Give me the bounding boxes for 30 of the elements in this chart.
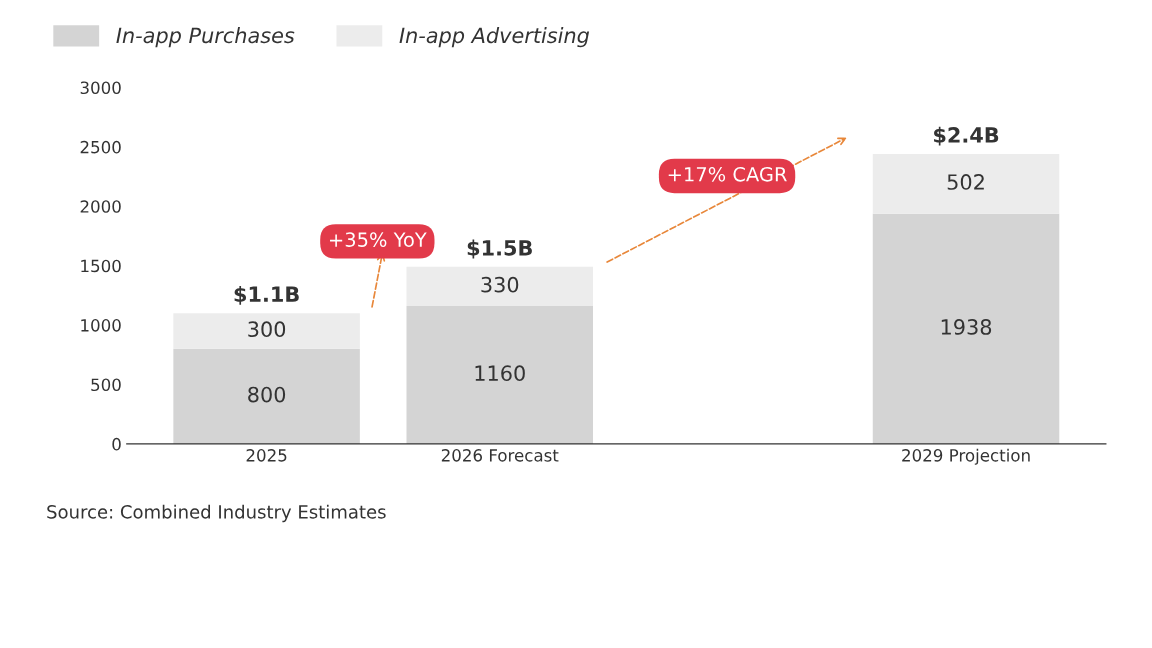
y-tick-label: 500 <box>91 378 121 392</box>
y-tick-label: 2000 <box>80 200 121 213</box>
data-label: 1160 <box>475 365 525 382</box>
bar <box>872 154 1060 214</box>
x-tick-label: 2025 <box>246 449 287 462</box>
y-tick-label: 1500 <box>81 259 121 273</box>
bar <box>406 306 594 444</box>
x-tick-label: 2026 Forecast <box>441 449 559 462</box>
y-tick-label: 2500 <box>80 140 121 154</box>
legend-label: In-app Advertising <box>399 27 590 48</box>
annotation: +35% YoY <box>330 232 427 247</box>
y-tick-label: 0 <box>112 437 121 451</box>
annotation: +17% CAGR <box>668 166 787 182</box>
data-label: 1938 <box>941 319 992 335</box>
bar <box>872 213 1060 444</box>
y-tick-label: 3000 <box>80 81 121 95</box>
bar <box>406 266 594 307</box>
y-tick-label: 1000 <box>81 319 121 332</box>
total-label: $2.4B <box>934 126 999 146</box>
x-tick-label: 2029 Projection <box>902 448 1030 465</box>
bar <box>173 313 360 349</box>
total-label: $1.5B <box>467 239 532 259</box>
data-label: 800 <box>248 386 286 403</box>
data-label: 502 <box>947 174 984 190</box>
source-note: Source: Combined Industry Estimates <box>47 504 386 523</box>
data-label: 300 <box>248 321 286 338</box>
total-label: $1.1B <box>234 285 299 305</box>
data-label: 330 <box>481 276 519 293</box>
bar <box>173 348 360 444</box>
legend-label: In-app Purchases <box>116 27 295 48</box>
